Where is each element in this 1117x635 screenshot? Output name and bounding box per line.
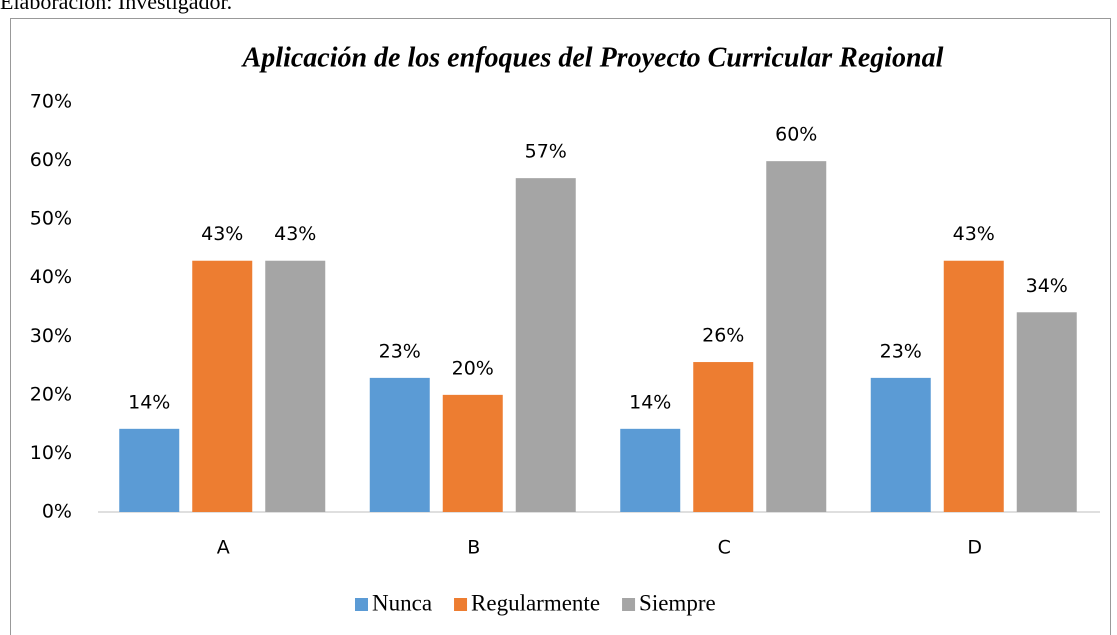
legend-label: Nunca: [372, 590, 432, 615]
data-label: 14%: [629, 391, 671, 413]
data-label: 43%: [274, 223, 316, 245]
y-tick-label: 10%: [30, 442, 72, 464]
bar: [515, 178, 576, 512]
data-label: 14%: [128, 391, 170, 413]
bar: [369, 377, 430, 512]
legend-label: Regularmente: [471, 590, 600, 615]
data-label: 26%: [702, 325, 744, 347]
data-label: 20%: [452, 357, 494, 379]
data-label: 23%: [379, 340, 421, 362]
x-tick-label: D: [967, 537, 982, 559]
data-label: 43%: [953, 223, 995, 245]
x-tick-label: A: [217, 537, 230, 559]
y-tick-label: 0%: [42, 501, 72, 523]
y-tick-label: 40%: [30, 266, 72, 288]
bar: [766, 161, 827, 512]
bar: [265, 260, 326, 512]
data-label: 60%: [775, 124, 817, 146]
data-label: 34%: [1026, 275, 1068, 297]
bar: [442, 394, 503, 512]
y-tick-label: 70%: [30, 91, 72, 113]
bar: [192, 260, 253, 512]
legend-swatch: [355, 598, 368, 611]
bar: [119, 428, 180, 512]
legend-swatch: [622, 598, 636, 611]
bar: [620, 428, 681, 512]
y-tick-label: 20%: [30, 383, 72, 405]
bar: [1016, 312, 1077, 512]
bar: [870, 377, 931, 512]
y-tick-label: 30%: [30, 325, 72, 347]
legend-label: Siempre: [639, 590, 716, 615]
y-tick-label: 50%: [30, 208, 72, 230]
caption: Elaboración: Investigador.: [0, 0, 232, 14]
data-label: 43%: [201, 223, 243, 245]
y-tick-label: 60%: [30, 149, 72, 171]
legend-swatch: [454, 598, 468, 611]
x-tick-label: C: [718, 537, 731, 559]
chart-title: Aplicación de los enfoques del Proyecto …: [241, 42, 944, 73]
bar: [693, 362, 754, 512]
data-label: 57%: [525, 141, 567, 163]
data-label: 23%: [880, 340, 922, 362]
x-tick-label: B: [467, 537, 480, 559]
chart-border: [10, 18, 1111, 635]
bar: [943, 260, 1004, 512]
